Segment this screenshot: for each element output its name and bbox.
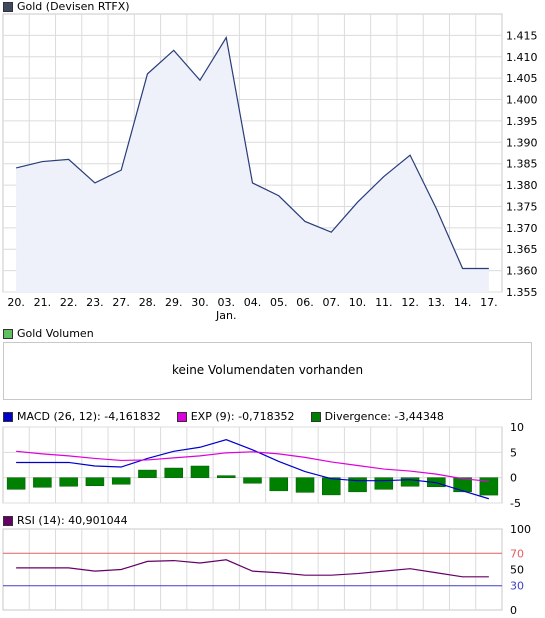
macd-legend: MACD (26, 12): -4,161832 EXP (9): -0,718… — [3, 410, 444, 423]
price-x-tick-label: 06. — [296, 296, 314, 309]
price-y-tick-label: 1.395 — [506, 115, 538, 128]
rsi-y-tick-label: 50 — [510, 564, 524, 577]
price-x-tick-label: 23. — [86, 296, 104, 309]
volume-legend-label: Gold Volumen — [17, 327, 94, 340]
rsi-legend-label: RSI (14): 40,901044 — [17, 514, 128, 527]
price-y-tick-label: 1.405 — [506, 72, 538, 85]
rsi-legend: RSI (14): 40,901044 — [3, 514, 128, 527]
divergence-bar — [164, 467, 183, 478]
price-x-tick-label: 27. — [112, 296, 130, 309]
price-x-tick-label: 20. — [7, 296, 25, 309]
price-x-tick-label: 03. — [217, 296, 235, 309]
price-x-tick-label: 11. — [375, 296, 393, 309]
divergence-bar — [243, 477, 262, 484]
macd-y-tick-label: -5 — [510, 497, 521, 510]
price-x-tick-label: 14. — [454, 296, 472, 309]
exp-legend-label: EXP (9): -0,718352 — [190, 410, 295, 423]
price-legend: Gold (Devisen RTFX) — [3, 0, 130, 13]
price-month-label: Jan. — [215, 309, 236, 322]
price-series-line — [15, 35, 489, 270]
price-y-tick-label: 1.355 — [506, 286, 538, 299]
rsi-chart: 100 70 50 30 0 — [2, 524, 531, 617]
macd-y-tick-label: 5 — [510, 446, 517, 459]
divergence-bar — [295, 477, 315, 493]
price-y-tick-label: 1.415 — [506, 29, 538, 42]
price-area-fill — [16, 37, 489, 293]
price-x-tick-label: 05. — [270, 296, 288, 309]
rsi-y-tick-label: 0 — [510, 604, 517, 617]
divergence-bar — [190, 465, 210, 478]
volume-legend-swatch — [3, 328, 13, 339]
price-y-tick-label: 1.400 — [506, 94, 538, 107]
price-y-tick-label: 1.410 — [506, 51, 538, 64]
rsi-line — [16, 559, 489, 578]
exp-legend-swatch — [176, 411, 187, 422]
price-x-tick-label: 13. — [428, 296, 446, 309]
divergence-bar — [85, 477, 105, 487]
volume-empty-message: keine Volumendaten vorhanden — [171, 363, 364, 377]
macd-plot-frame — [2, 426, 503, 504]
divergence-bar — [479, 477, 499, 496]
divergence-bar — [6, 477, 26, 490]
divergence-bar — [374, 477, 394, 490]
divergence-bar — [216, 475, 236, 478]
macd-legend-label: MACD (26, 12): -4,161832 — [17, 410, 161, 423]
macd-line — [16, 439, 490, 500]
macd-legend-swatch — [3, 411, 13, 422]
price-x-tick-label: 22. — [60, 296, 78, 309]
divergence-bar — [269, 477, 289, 492]
exp-line — [16, 450, 489, 482]
rsi-legend-swatch — [3, 515, 13, 526]
volume-chart: keine Volumendaten vorhanden — [3, 342, 532, 400]
price-y-tick-label: 1.365 — [506, 243, 538, 256]
macd-y-tick-label: 10 — [510, 421, 524, 434]
price-x-tick-label: 10. — [349, 296, 367, 309]
divergence-bar — [33, 477, 52, 488]
rsi-y-tick-label: 30 — [510, 580, 524, 593]
price-y-tick-label: 1.385 — [506, 158, 538, 171]
price-y-tick-label: 1.380 — [506, 179, 538, 192]
divergence-bar — [400, 477, 420, 487]
rsi-y-tick-label: 70 — [510, 547, 524, 560]
price-x-tick-label: 21. — [34, 296, 52, 309]
price-legend-swatch — [3, 1, 13, 12]
price-x-tick-label: 28. — [139, 296, 157, 309]
divergence-bar — [111, 477, 131, 485]
macd-chart: 10 5 0 -5 — [2, 421, 524, 510]
price-x-tick-label: 12. — [401, 296, 419, 309]
macd-y-tick-label: 0 — [510, 472, 517, 485]
divergence-bar — [138, 469, 157, 478]
volume-legend: Gold Volumen — [3, 327, 94, 340]
price-x-tick-label: 29. — [165, 296, 183, 309]
divergence-bar — [59, 477, 78, 487]
price-y-tick-label: 1.390 — [506, 136, 538, 149]
price-legend-label: Gold (Devisen RTFX) — [17, 0, 130, 13]
price-x-tick-label: 07. — [323, 296, 341, 309]
divergence-bar — [453, 477, 472, 493]
rsi-y-tick-label: 100 — [510, 524, 531, 536]
price-x-tick-label: 04. — [244, 296, 262, 309]
divergence-legend-swatch — [310, 411, 321, 422]
price-x-tick-label: 17. — [480, 296, 498, 309]
price-x-tick-label: 30. — [191, 296, 209, 309]
price-y-tick-label: 1.370 — [506, 222, 538, 235]
divergence-bar — [322, 477, 341, 496]
divergence-legend-label: Divergence: -3,44348 — [324, 410, 444, 423]
price-y-tick-label: 1.360 — [506, 265, 538, 278]
price-y-tick-label: 1.375 — [506, 200, 538, 213]
price-chart: 1.355 1.360 1.365 1.370 1.375 1.380 1.385 1.390… — [2, 13, 538, 322]
